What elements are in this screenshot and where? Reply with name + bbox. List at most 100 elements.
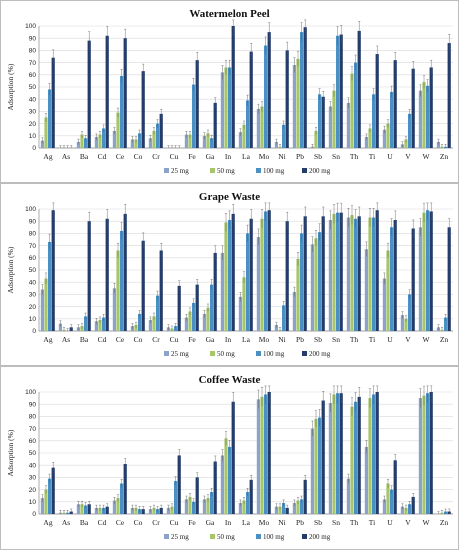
bar-th-50-mg [350,215,354,331]
bar-la-25-mg [238,296,242,331]
bar-u-25-mg [382,499,386,514]
bar-ti-25-mg [364,137,368,148]
y-tick-label-90: 90 [29,401,37,408]
bar-sn-50-mg [332,90,336,148]
bar-in-25-mg [220,72,224,148]
category-label-ga: Ga [206,152,215,161]
y-axis-label: Adsorption (%) [6,246,15,293]
bar-zn-200-mg [447,227,451,331]
bar-cu-200-mg [177,455,181,514]
y-tick-label-80: 80 [29,48,37,55]
y-tick-label-100: 100 [25,23,36,30]
bar-ga-100-mg [210,492,214,514]
category-label-sn: Sn [332,335,340,344]
bar-th-50-mg [350,406,354,514]
bar-cr-200-mg [159,507,163,514]
y-tick-label-60: 60 [29,72,37,79]
bar-v-200-mg [411,228,415,331]
bar-mo-25-mg [256,108,260,148]
category-label-as: As [62,335,70,344]
bar-w-25-mg [418,90,422,148]
bar-cd-50-mg [98,507,102,514]
y-tick-label-30: 30 [29,109,37,116]
bar-pb-50-mg [296,500,300,514]
bar-ti-200-mg [375,54,379,149]
y-axis-label: Adsorption (%) [6,429,15,476]
bar-pb-100-mg [300,233,304,331]
bar-ga-100-mg [210,284,214,331]
bar-sb-50-mg [314,418,318,514]
category-label-la: La [242,518,251,527]
bar-ni-25-mg [274,506,278,514]
bar-la-50-mg [242,500,246,514]
y-tick-label-30: 30 [29,475,37,482]
category-label-ba: Ba [80,518,89,527]
category-label-ti: Ti [369,335,375,344]
bar-ce-25-mg [112,130,116,148]
bar-th-25-mg [346,478,350,514]
bar-sb-25-mg [310,428,314,514]
bar-ga-200-mg [213,102,217,148]
bar-sn-50-mg [332,213,336,331]
bar-w-100-mg [426,210,430,331]
bar-ti-50-mg [368,128,372,148]
bar-ce-25-mg [112,288,116,331]
y-tick-label-10: 10 [29,133,37,140]
bar-u-100-mg [390,227,394,331]
bar-ba-200-mg [87,221,91,331]
bar-cd-25-mg [94,137,98,148]
bar-ni-200-mg [285,221,289,331]
bar-ti-200-mg [375,210,379,331]
bar-sn-50-mg [332,394,336,514]
bar-ba-50-mg [80,134,84,148]
bar-sn-200-mg [339,393,343,514]
category-label-zn: Zn [440,335,449,344]
bar-th-200-mg [357,30,361,149]
bar-mo-25-mg [256,399,260,514]
bar-cu-25-mg [166,507,170,514]
bar-ce-50-mg [116,112,120,148]
bar-in-100-mg [228,67,232,148]
category-label-pb: Pb [296,335,304,344]
bar-th-100-mg [354,401,358,514]
category-label-ti: Ti [369,518,375,527]
bar-ba-100-mg [84,316,88,331]
category-label-ti: Ti [369,152,375,161]
bar-sn-25-mg [328,219,332,331]
bar-co-25-mg [130,139,134,148]
y-tick-label-90: 90 [29,218,37,225]
bar-co-50-mg [134,507,138,514]
bar-ag-25-mg [40,289,44,331]
category-label-cd: Cd [98,335,107,344]
legend-swatch-50-mg [210,534,215,539]
bar-cu-200-mg [177,285,181,331]
category-label-ag: Ag [43,335,52,344]
bar-ti-200-mg [375,392,379,514]
bar-co-100-mg [138,313,142,331]
category-label-la: La [242,152,251,161]
bar-ni-25-mg [274,324,278,331]
bar-in-200-mg [231,213,235,331]
y-tick-label-20: 20 [29,304,37,311]
y-tick-label-70: 70 [29,243,37,250]
bar-th-50-mg [350,73,354,148]
bar-ni-100-mg [282,503,286,514]
bar-ce-100-mg [120,76,124,148]
bar-v-50-mg [404,507,408,514]
legend-swatch-50-mg [210,168,215,173]
bar-as-25-mg [58,323,62,331]
category-label-sb: Sb [314,152,322,161]
category-label-th: Th [350,152,359,161]
y-tick-label-40: 40 [29,279,37,286]
category-label-as: As [62,152,70,161]
bar-ni-200-mg [285,507,289,514]
chart-grape-waste: Grape Waste 0 10 20 30 40 50 60 70 80 90 100 Adsorpt… [0,183,459,366]
y-tick-label-100: 100 [25,389,36,396]
bar-ce-100-mg [120,483,124,514]
bar-sb-200-mg [321,96,325,148]
legend-swatch-200-mg [302,351,307,356]
bar-la-100-mg [246,492,250,514]
category-label-ga: Ga [206,335,215,344]
bar-sn-25-mg [328,106,332,148]
bar-cr-100-mg [156,123,160,148]
